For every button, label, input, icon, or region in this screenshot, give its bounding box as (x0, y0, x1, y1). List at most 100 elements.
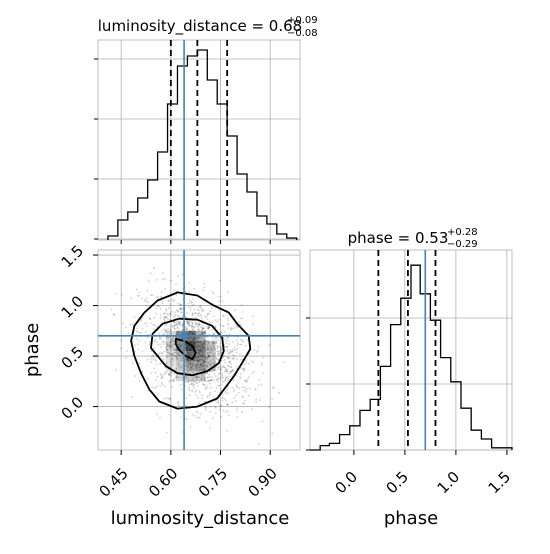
joint-sample-point (202, 383, 204, 385)
joint-sample-point (192, 385, 195, 388)
joint-sample-point (218, 366, 221, 369)
joint-sample-point (257, 345, 260, 348)
joint-sample-point (131, 396, 133, 398)
joint-sample-point (203, 377, 206, 380)
joint-sample-point (171, 345, 174, 347)
joint-sample-point (201, 394, 204, 397)
joint-sample-point (197, 328, 200, 330)
joint-sample-point (163, 312, 166, 315)
phase-hist-xtick-label-1: 0.5 (383, 468, 413, 498)
joint-sample-point (145, 330, 147, 333)
joint-sample-point (234, 327, 237, 329)
joint-sample-point (196, 363, 198, 366)
joint-sample-point (198, 330, 200, 332)
joint-sample-point (207, 347, 210, 349)
joint-sample-point (229, 366, 232, 368)
joint-sample-point (233, 355, 235, 357)
joint-sample-point (154, 386, 157, 389)
joint-sample-point (192, 379, 195, 382)
joint-sample-point (200, 307, 203, 310)
joint-sample-point (165, 397, 168, 399)
joint-sample-point (186, 328, 188, 330)
joint-sample-point (202, 327, 205, 330)
joint-sample-point (212, 358, 215, 360)
joint-sample-point (152, 324, 155, 327)
joint-sample-point (211, 291, 214, 293)
joint-sample-point (155, 359, 157, 362)
joint-sample-point (218, 318, 221, 321)
joint-sample-point (180, 307, 182, 310)
joint-sample-point (220, 349, 222, 352)
joint-sample-point (271, 397, 273, 400)
joint-sample-point (173, 321, 176, 323)
joint-sample-point (166, 330, 168, 332)
joint-sample-point (187, 361, 190, 364)
joint-sample-point (201, 364, 204, 366)
joint-sample-point (203, 331, 206, 334)
joint-sample-point (200, 368, 203, 371)
joint-sample-point (136, 338, 138, 340)
joint-ytick-label-3: 1.5 (58, 242, 88, 272)
joint-sample-point (202, 355, 204, 357)
joint-sample-point (232, 357, 235, 360)
joint-sample-point (204, 331, 207, 333)
joint-sample-point (181, 325, 184, 327)
joint-sample-point (204, 330, 207, 333)
joint-sample-point (179, 309, 182, 311)
joint-sample-point (227, 291, 229, 293)
phase-hist-xtick-label-3: 1.5 (485, 468, 515, 498)
joint-sample-point (195, 389, 198, 392)
joint-sample-point (230, 370, 232, 373)
joint-sample-point (217, 353, 220, 356)
phase-hist-xtick-label-0: 0.0 (332, 468, 362, 498)
joint-sample-point (201, 356, 204, 358)
joint-sample-point (208, 326, 210, 329)
joint-sample-point (207, 342, 210, 344)
joint-sample-point (163, 315, 166, 318)
joint-sample-point (202, 369, 205, 372)
joint-sample-point (252, 323, 255, 326)
joint-sample-point (268, 406, 270, 408)
joint-sample-point (138, 291, 140, 294)
joint-sample-point (237, 326, 239, 329)
joint-sample-point (201, 327, 204, 330)
joint-sample-point (191, 362, 194, 364)
joint-sample-point (209, 379, 212, 382)
joint-sample-point (209, 410, 212, 413)
joint-sample-point (189, 394, 191, 397)
joint-sample-point (189, 367, 192, 370)
joint-sample-point (135, 330, 138, 333)
joint-sample-point (191, 364, 194, 367)
joint-sample-point (241, 396, 244, 398)
joint-sample-point (161, 383, 164, 386)
joint-sample-point (154, 371, 157, 374)
joint-sample-point (227, 379, 229, 381)
joint-sample-point (228, 361, 231, 363)
joint-sample-point (221, 330, 224, 333)
joint-sample-point (180, 304, 183, 306)
joint-sample-point (235, 349, 237, 351)
joint-sample-point (235, 339, 238, 342)
joint-sample-point (141, 350, 144, 353)
joint-sample-point (217, 400, 220, 402)
joint-sample-point (231, 348, 234, 351)
joint-sample-point (150, 350, 153, 353)
joint-sample-point (156, 385, 158, 388)
joint-sample-point (229, 360, 232, 363)
joint-sample-point (156, 304, 159, 307)
joint-sample-point (174, 311, 177, 314)
joint-sample-point (130, 297, 133, 300)
joint-sample-point (225, 340, 228, 342)
joint-sample-point (180, 308, 182, 310)
joint-sample-point (194, 415, 197, 417)
joint-sample-point (191, 304, 194, 307)
joint-sample-point (214, 348, 217, 351)
joint-sample-point (178, 322, 181, 324)
joint-sample-point (202, 365, 204, 368)
joint-sample-point (173, 349, 176, 351)
joint-sample-point (216, 347, 219, 349)
joint-sample-point (190, 369, 193, 372)
joint-sample-point (212, 369, 215, 372)
joint-sample-point (163, 319, 166, 322)
joint-sample-point (188, 323, 191, 326)
